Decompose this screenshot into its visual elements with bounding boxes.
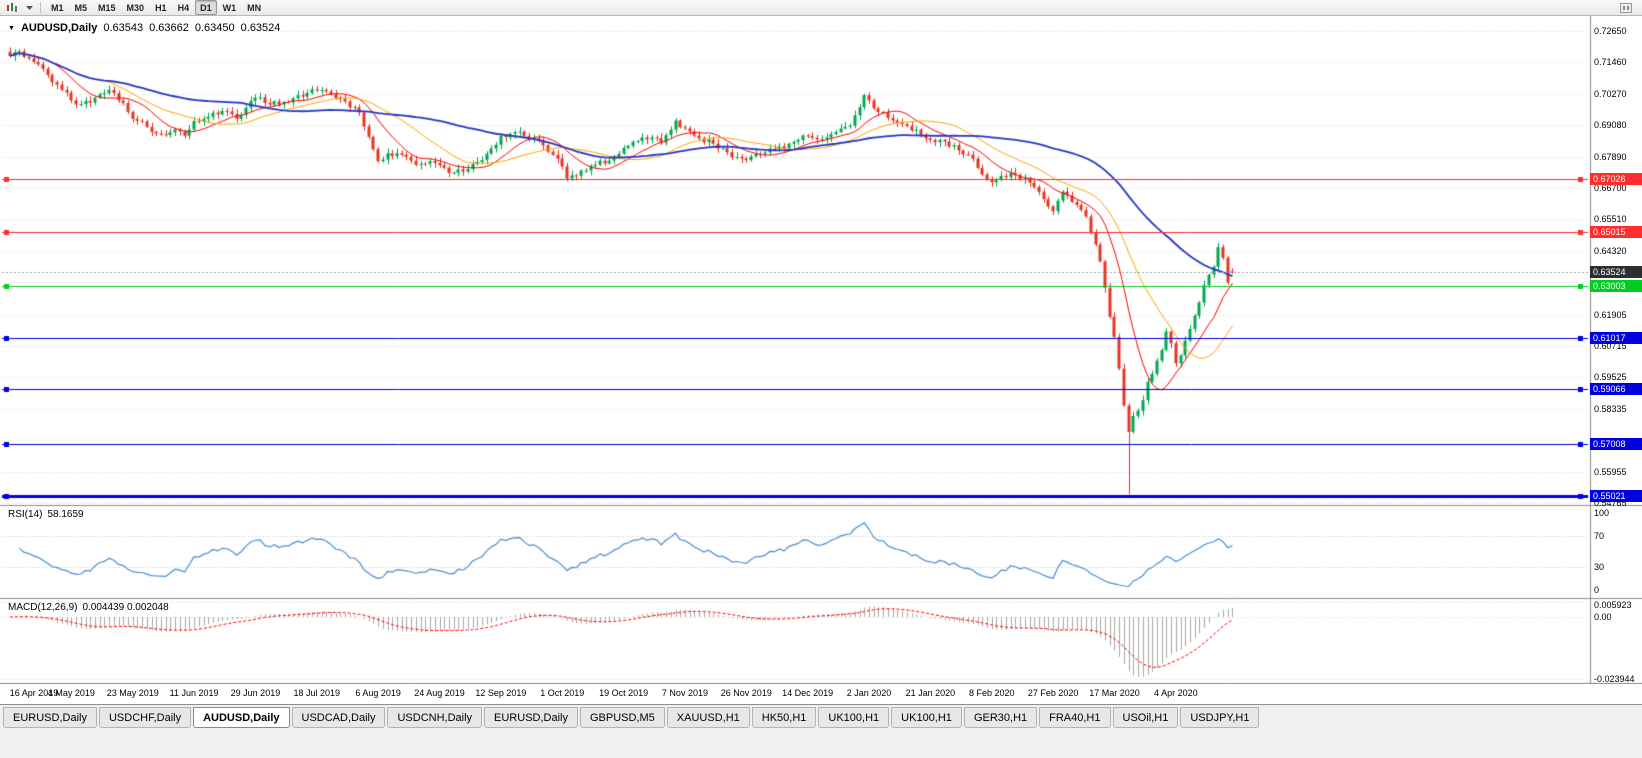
rsi-value: 58.1659: [47, 509, 84, 520]
date-label: 8 Feb 2020: [968, 688, 1015, 698]
timeframe-group: M1 M5 M15 M30 H1 H4 D1 W1 MN: [46, 0, 266, 15]
level-price-tag: 0.57008: [1590, 437, 1642, 450]
rsi-name: RSI(14): [8, 509, 43, 520]
price-axis-label: 0.69080: [1594, 120, 1627, 131]
level-price-tag: 0.63003: [1590, 279, 1642, 292]
rsi-axis-label: 0: [1594, 585, 1600, 595]
tab-hk50-h1[interactable]: HK50,H1: [751, 707, 817, 728]
tab-usdcnh-daily[interactable]: USDCNH,Daily: [387, 707, 483, 728]
macd-axis-label: 0.00: [1594, 612, 1612, 622]
ohlc-close: 0.63524: [240, 22, 281, 34]
timeframe-m15[interactable]: M15: [98, 2, 116, 13]
date-label: 19 Oct 2019: [599, 688, 649, 698]
price-axis-label: 0.67890: [1594, 151, 1627, 162]
level-price-tag: 0.65015: [1590, 226, 1642, 239]
date-label: 29 Jun 2019: [230, 688, 281, 698]
date-label: 26 Nov 2019: [720, 688, 772, 698]
symbol-ohlc-header: ▼ AUDUSD,Daily 0.63543 0.63662 0.63450 0…: [8, 22, 280, 34]
date-label: 12 Sep 2019: [475, 688, 527, 698]
level-price-tag: 0.59066: [1590, 383, 1642, 396]
price-axis-label: 0.54765: [1594, 497, 1627, 508]
tab-eurusd-daily[interactable]: EURUSD,Daily: [484, 707, 578, 728]
tab-usdcad-daily[interactable]: USDCAD,Daily: [291, 707, 386, 728]
date-label: 18 Jul 2019: [293, 688, 341, 698]
timeframe-h1[interactable]: H1: [155, 2, 167, 13]
level-price-tag: 0.67026: [1590, 173, 1642, 186]
price-axis-label: 0.58335: [1594, 403, 1627, 414]
date-label: 27 Feb 2020: [1027, 688, 1079, 698]
macd-indicator-label: MACD(12,26,9) 0.004439 0.002048: [8, 602, 169, 613]
date-axis: 16 Apr 2019 4 May 2019 23 May 2019 11 Jun 2…: [0, 684, 1642, 704]
dropdown-arrow-icon[interactable]: [24, 1, 35, 15]
chart-tabs: EURUSD,Daily USDCHF,Daily AUDUSD,Daily USDC…: [0, 704, 1642, 758]
date-label: 2 Jan 2020: [846, 688, 892, 698]
tab-usoil-h1[interactable]: USOil,H1: [1112, 707, 1179, 728]
date-label: 14 Dec 2019: [782, 688, 834, 698]
ohlc-high: 0.63662: [149, 22, 189, 34]
price-axis-label: 0.55955: [1594, 466, 1627, 477]
rsi-axis-label: 70: [1594, 531, 1605, 542]
date-label: 6 Aug 2019: [355, 688, 401, 698]
timeframe-h4[interactable]: H4: [177, 2, 190, 13]
price-axis-label: 0.60715: [1594, 340, 1627, 351]
tab-ger30-h1[interactable]: GER30,H1: [963, 707, 1038, 728]
chart-canvas[interactable]: [0, 16, 1642, 684]
toolbar-overflow-icon[interactable]: [1620, 2, 1638, 13]
price-axis-label: 0.72650: [1594, 26, 1627, 36]
price-axis-label: 0.59525: [1594, 372, 1627, 383]
symbol-name: AUDUSD,Daily: [20, 22, 98, 34]
price-axis-label: 0.61905: [1594, 309, 1627, 320]
rsi-indicator-label: RSI(14) 58.1659: [8, 509, 84, 520]
tab-usdchf-daily[interactable]: USDCHF,Daily: [98, 707, 192, 728]
macd-axis-label: -0.023944: [1594, 673, 1635, 684]
toolbar-separator: [40, 2, 41, 13]
rsi-axis-label: 100: [1594, 508, 1610, 518]
timeframe-mn[interactable]: MN: [247, 2, 262, 13]
macd-name: MACD(12,26,9): [8, 602, 78, 613]
level-price-tag: 0.61017: [1590, 332, 1642, 344]
bid-price-tag: 0.63524: [1590, 265, 1642, 278]
level-price-tag: 0.55021: [1590, 490, 1642, 503]
price-axis-label: 0.70270: [1594, 88, 1627, 99]
ohlc-open: 0.63543: [103, 22, 144, 34]
tab-eurusd-daily[interactable]: EURUSD,Daily: [3, 707, 97, 728]
price-axis-label: 0.71460: [1594, 57, 1627, 68]
date-label: 17 Mar 2020: [1089, 688, 1140, 698]
tab-uk100-h1[interactable]: UK100,H1: [891, 707, 962, 728]
tab-fra40-h1[interactable]: FRA40,H1: [1039, 707, 1111, 728]
date-label: 11 Jun 2019: [169, 688, 219, 698]
date-label: 16 Apr 2019: [9, 688, 59, 698]
rsi-axis-label: 30: [1594, 561, 1605, 572]
timeframe-d1[interactable]: D1: [195, 0, 217, 15]
symbol-marker-icon: ▼: [8, 24, 15, 32]
date-label: 24 Aug 2019: [414, 688, 465, 698]
price-axis-label: 0.66700: [1594, 183, 1627, 194]
timeframe-m1[interactable]: M1: [51, 2, 64, 13]
timeframe-m30[interactable]: M30: [126, 2, 145, 13]
tab-xauusd-h1[interactable]: XAUUSD,H1: [666, 707, 750, 728]
toolbar: M1 M5 M15 M30 H1 H4 D1 W1 MN: [0, 0, 1642, 16]
tab-usdjpy-h1[interactable]: USDJPY,H1: [1180, 707, 1260, 728]
date-label: 1 Oct 2019: [540, 688, 585, 698]
date-label: 21 Jan 2020: [905, 688, 956, 698]
tab-uk100-h1[interactable]: UK100,H1: [818, 707, 890, 728]
date-label: 23 May 2019: [106, 688, 159, 698]
tab-audusd-daily[interactable]: AUDUSD,Daily: [193, 707, 290, 728]
price-axis-label: 0.64320: [1594, 245, 1627, 256]
date-label: 4 May 2019: [47, 688, 95, 698]
date-label: 4 Apr 2020: [1154, 688, 1198, 698]
macd-axis-label: 0.005923: [1594, 600, 1632, 610]
timeframe-m5[interactable]: M5: [74, 2, 88, 13]
tab-gbpusd-m5[interactable]: GBPUSD,M5: [580, 707, 665, 728]
price-axis-label: 0.65510: [1594, 214, 1627, 225]
chart-area: ▼ AUDUSD,Daily 0.63543 0.63662 0.63450 0…: [0, 16, 1642, 704]
macd-values: 0.004439 0.002048: [82, 602, 169, 613]
timeframe-w1[interactable]: W1: [222, 2, 237, 13]
chart-type-icon[interactable]: [4, 1, 22, 15]
ohlc-low: 0.63450: [194, 22, 235, 34]
date-label: 7 Nov 2019: [661, 688, 708, 698]
